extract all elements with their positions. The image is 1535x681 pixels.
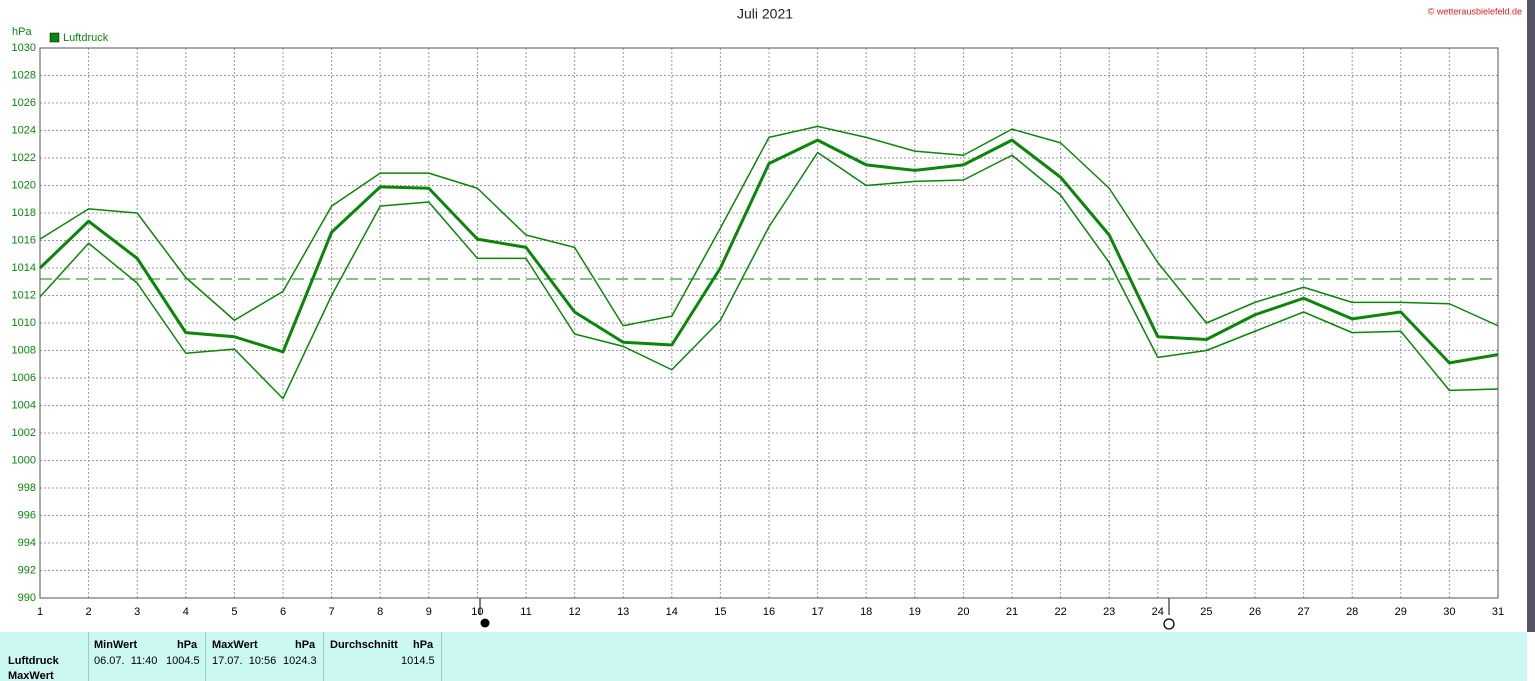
y-tick-label: 1030 bbox=[12, 42, 36, 54]
x-tick-label: 28 bbox=[1346, 606, 1358, 618]
y-tick-label: 1010 bbox=[12, 317, 36, 329]
x-tick-label: 30 bbox=[1443, 606, 1455, 618]
chart: Juli 2021 © wetterausbielefeld.de hPa Lu… bbox=[12, 0, 1535, 632]
x-tick-label: 29 bbox=[1395, 606, 1407, 618]
series-line bbox=[39, 151, 1499, 400]
x-tick-label: 9 bbox=[426, 606, 432, 618]
y-tick-label: 1028 bbox=[12, 69, 36, 81]
x-tick-label: 16 bbox=[763, 606, 775, 618]
x-tick-label: 4 bbox=[183, 606, 189, 618]
y-tick-label: 1020 bbox=[12, 179, 36, 191]
col-header: MinWert bbox=[94, 639, 138, 651]
y-tick-label: 992 bbox=[18, 564, 36, 576]
x-tick-label: 18 bbox=[860, 606, 872, 618]
y-tick-label: 1000 bbox=[12, 454, 36, 466]
plot-frame bbox=[39, 47, 1499, 599]
x-tick-label: 3 bbox=[134, 606, 140, 618]
y-tick-label: 1004 bbox=[12, 399, 36, 411]
x-tick-label: 31 bbox=[1492, 606, 1504, 618]
x-tick-label: 6 bbox=[280, 606, 286, 618]
col-sep bbox=[441, 632, 442, 681]
x-tick-label: 21 bbox=[1006, 606, 1018, 618]
x-tick-label: 27 bbox=[1297, 606, 1309, 618]
series-line bbox=[38, 138, 1499, 365]
col-header: Durchschnitt bbox=[330, 639, 398, 651]
cell-value: 1014.5 bbox=[401, 655, 435, 667]
x-tick-label: 11 bbox=[520, 606, 531, 618]
x-tick-label: 25 bbox=[1200, 606, 1212, 618]
x-tick-label: 2 bbox=[86, 606, 92, 618]
col-header: MaxWert bbox=[212, 639, 258, 651]
y-tick-label: 1016 bbox=[12, 234, 36, 246]
y-tick-label: 1018 bbox=[12, 207, 36, 219]
moon-new bbox=[480, 618, 490, 628]
x-tick-label: 24 bbox=[1152, 606, 1164, 618]
col-sep bbox=[205, 632, 206, 681]
y-tick-label: 998 bbox=[18, 482, 36, 494]
x-tick-label: 17 bbox=[811, 606, 823, 618]
x-tick-label: 12 bbox=[568, 606, 580, 618]
y-axis-label: hPa bbox=[12, 26, 32, 38]
summary-table: MinWert hPa MaxWert hPa Durchschnitt hPa… bbox=[0, 632, 1527, 681]
cell-time: 17.07. 10:56 bbox=[212, 655, 277, 667]
cell-value: 1004.5 bbox=[166, 655, 200, 667]
y-tick-label: 990 bbox=[18, 592, 36, 604]
x-tick-label: 15 bbox=[714, 606, 726, 618]
y-tick-label: 1014 bbox=[12, 262, 36, 274]
cell-value: 1024.3 bbox=[283, 655, 317, 667]
x-tick-label: 10 bbox=[471, 606, 483, 618]
cell-time: 06.07. 11:40 bbox=[94, 655, 158, 667]
col-sep bbox=[323, 632, 324, 681]
y-tick-label: 1006 bbox=[12, 372, 36, 384]
credit: © wetterausbielefeld.de bbox=[1428, 6, 1522, 16]
series-line bbox=[39, 125, 1499, 327]
x-tick-label: 26 bbox=[1249, 606, 1261, 618]
x-tick-label: 20 bbox=[957, 606, 969, 618]
x-tick-label: 23 bbox=[1103, 606, 1115, 618]
y-tick-label: 1026 bbox=[12, 97, 36, 109]
x-tick-label: 8 bbox=[377, 606, 383, 618]
x-tick-label: 5 bbox=[231, 606, 237, 618]
x-tick-label: 19 bbox=[909, 606, 921, 618]
x-tick-label: 13 bbox=[617, 606, 629, 618]
y-tick-label: 994 bbox=[18, 537, 36, 549]
legend-swatch bbox=[49, 32, 60, 43]
side-strip bbox=[1527, 0, 1535, 632]
col-unit: hPa bbox=[295, 639, 316, 651]
x-tick-label: 22 bbox=[1054, 606, 1066, 618]
moon-full bbox=[1163, 618, 1175, 630]
y-tick-label: 996 bbox=[18, 509, 36, 521]
x-tick-label: 1 bbox=[37, 606, 43, 618]
y-tick-label: 1024 bbox=[12, 124, 36, 136]
col-unit: hPa bbox=[413, 639, 434, 651]
y-tick-label: 1002 bbox=[12, 427, 36, 439]
x-tick-label: 14 bbox=[666, 606, 678, 618]
x-tick-label: 7 bbox=[329, 606, 335, 618]
y-tick-label: 1008 bbox=[12, 344, 36, 356]
col-unit: hPa bbox=[177, 639, 198, 651]
chart-title: Juli 2021 bbox=[737, 6, 793, 22]
row-label: MaxWert bbox=[8, 670, 54, 681]
y-tick-label: 1012 bbox=[12, 289, 36, 301]
legend-label: Luftdruck bbox=[63, 32, 109, 44]
y-tick-label: 1022 bbox=[12, 152, 36, 164]
row-label: Luftdruck bbox=[8, 655, 59, 667]
col-sep bbox=[88, 632, 89, 681]
